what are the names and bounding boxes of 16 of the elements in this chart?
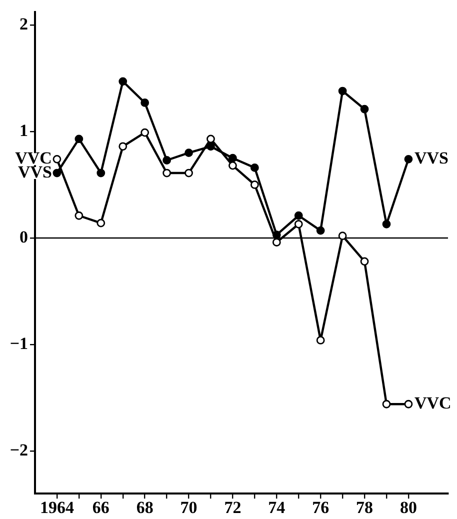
x-tick-label: 74 [268,498,286,518]
x-tick-label: 80 [400,498,417,518]
y-tick-label: −2 [10,440,28,460]
y-tick-label: 1 [20,120,28,140]
text: VVC [414,394,452,413]
x-tick-label: 76 [312,498,330,518]
x-tick-label: 72 [224,498,242,518]
x-tick-label: 1964 [40,498,74,518]
x-tick-label: 68 [136,498,154,518]
x-tick-label: 78 [356,498,374,518]
text: VVS [414,148,448,168]
y-tick-label: −1 [10,334,28,353]
y-tick-label: 2 [20,14,28,34]
x-tick-label: 66 [92,498,110,518]
x-tick-label: 70 [180,498,198,518]
y-tick-label: 0 [20,227,28,246]
